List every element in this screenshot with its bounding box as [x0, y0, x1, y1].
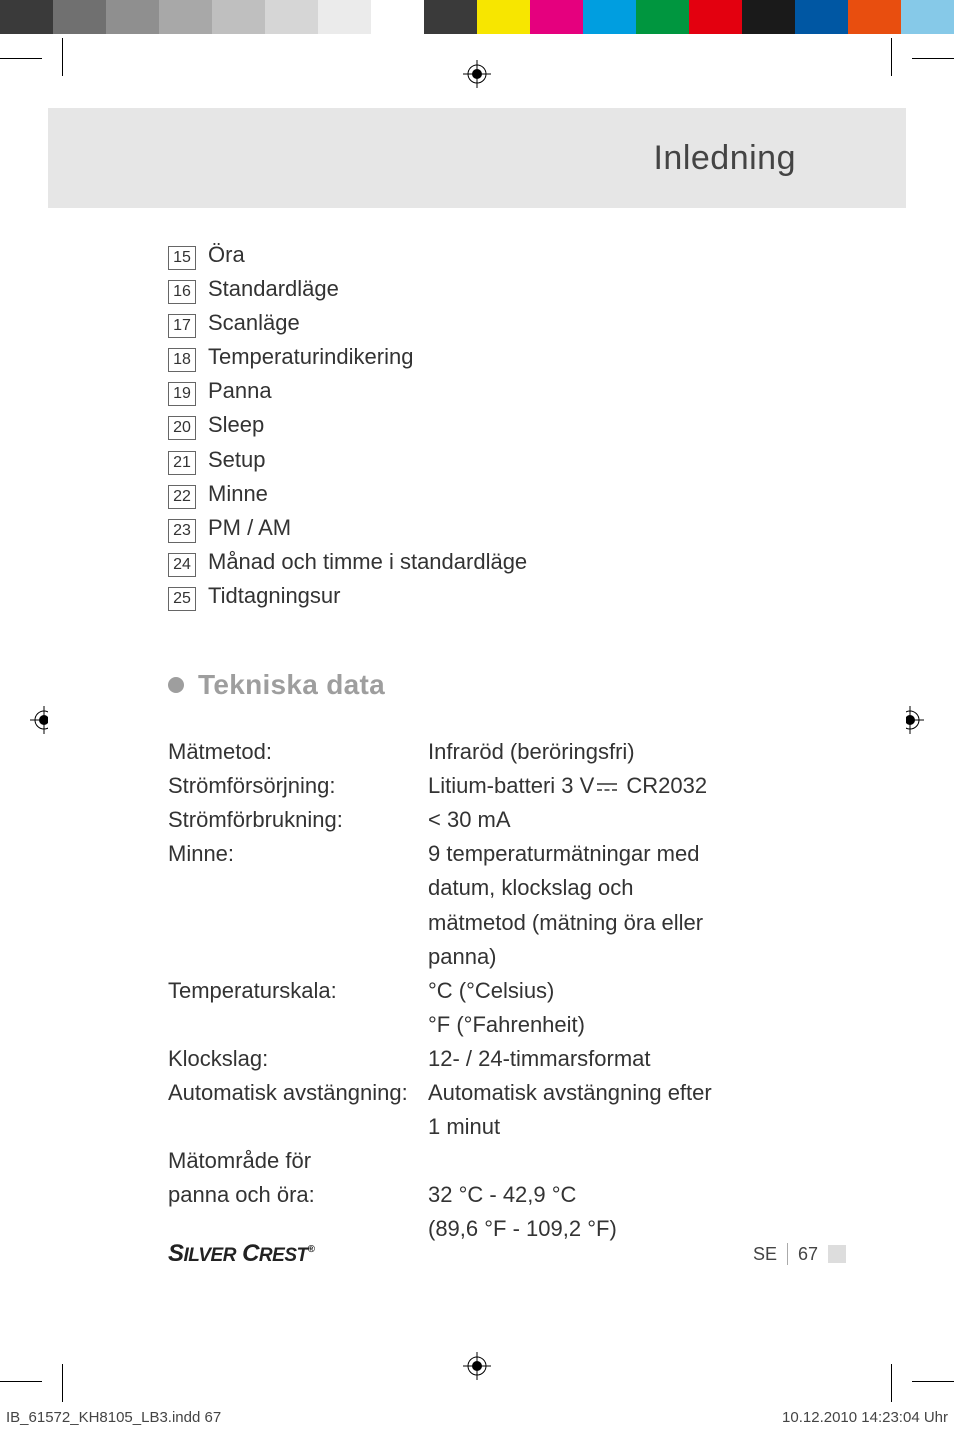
list-item-number: 25 [168, 587, 196, 611]
spec-row: Minne:9 temperaturmätningar med datum, k… [168, 837, 728, 973]
list-item: 24 Månad och timme i standardläge [168, 545, 728, 579]
spec-label: Strömförsörjning: [168, 769, 428, 803]
registration-mark-icon [463, 60, 491, 88]
section-heading: Tekniska data [168, 669, 728, 701]
spec-value: 12- / 24-timmarsformat [428, 1042, 728, 1076]
spec-table: Mätmetod:Infraröd (beröringsfri)Strömför… [168, 735, 728, 1246]
page-box-icon [828, 1245, 846, 1263]
crop-mark [891, 1364, 892, 1402]
list-item-number: 15 [168, 246, 196, 270]
list-item-number: 18 [168, 348, 196, 372]
spec-value: 9 temperaturmätningar med datum, klocksl… [428, 837, 728, 973]
spec-value: Automatisk avstängning efter 1 minut [428, 1076, 728, 1144]
spec-value: 32 °C - 42,9 °C(89,6 °F - 109,2 °F) [428, 1144, 728, 1246]
list-item-label: Setup [208, 443, 266, 477]
list-item: 19 Panna [168, 374, 728, 408]
list-item-label: Sleep [208, 408, 264, 442]
list-item: 15 Öra [168, 238, 728, 272]
spec-value: < 30 mA [428, 803, 728, 837]
page: Inledning 15Öra16Standardläge17Scanläge1… [48, 108, 906, 1308]
spec-value: Infraröd (beröringsfri) [428, 735, 728, 769]
crop-mark [0, 1381, 42, 1382]
list-item-label: Standardläge [208, 272, 339, 306]
list-item-label: PM / AM [208, 511, 291, 545]
page-footer: SILVER CREST® SE 67 [168, 1240, 846, 1268]
spec-label: Mätområde förpanna och öra: [168, 1144, 428, 1246]
file-name: IB_61572_KH8105_LB3.indd 67 [6, 1409, 221, 1426]
spec-row: Mätmetod:Infraröd (beröringsfri) [168, 735, 728, 769]
dc-symbol-icon [596, 781, 618, 793]
print-color-bar [0, 0, 954, 34]
list-item-label: Minne [208, 477, 268, 511]
spec-value: Litium-batteri 3 V CR2032 [428, 769, 728, 803]
brand-logo: SILVER CREST® [168, 1240, 314, 1268]
list-item: 16 Standardläge [168, 272, 728, 306]
numbered-list: 15 Öra 16 Standardläge 17 Scanläge 18 Temperatu… [168, 238, 728, 613]
list-item-number: 21 [168, 451, 196, 475]
header-band: Inledning [48, 108, 906, 208]
section-title: Tekniska data [198, 669, 385, 701]
crop-mark [62, 1364, 63, 1402]
crop-mark [891, 38, 892, 76]
spec-row: Strömförbrukning:< 30 mA [168, 803, 728, 837]
list-item: 23 PM / AM [168, 511, 728, 545]
crop-mark [912, 1381, 954, 1382]
spec-row: Mätområde förpanna och öra:32 °C - 42,9 … [168, 1144, 728, 1246]
list-item-number: 16 [168, 280, 196, 304]
list-item-label: Temperaturindikering [208, 340, 413, 374]
page-number: SE 67 [753, 1243, 846, 1265]
list-item-number: 19 [168, 382, 196, 406]
list-item: 21 Setup [168, 443, 728, 477]
spec-label: Mätmetod: [168, 735, 428, 769]
divider [787, 1243, 788, 1265]
list-item: 25 Tidtagningsur [168, 579, 728, 613]
list-item-label: Månad och timme i standardläge [208, 545, 527, 579]
list-item-number: 23 [168, 519, 196, 543]
list-item-label: Scanläge [208, 306, 300, 340]
spec-row: Klockslag:12- / 24-timmarsformat [168, 1042, 728, 1076]
list-item-number: 22 [168, 485, 196, 509]
crop-mark [0, 58, 42, 59]
spec-label: Strömförbrukning: [168, 803, 428, 837]
lang-code: SE [753, 1244, 777, 1265]
registration-mark-icon [463, 1352, 491, 1380]
list-item: 20 Sleep [168, 408, 728, 442]
list-item-label: Tidtagningsur [208, 579, 340, 613]
list-item-label: Panna [208, 374, 272, 408]
content: 15 Öra 16 Standardläge 17 Scanläge 18 Temperatu… [48, 208, 728, 1246]
list-item: 18 Temperaturindikering [168, 340, 728, 374]
timestamp: 10.12.2010 14:23:04 Uhr [782, 1409, 948, 1426]
crop-mark [62, 38, 63, 76]
list-item-number: 20 [168, 416, 196, 440]
spec-row: Temperaturskala:°C (°Celsius)°F (°Fahren… [168, 974, 728, 1042]
list-item-number: 17 [168, 314, 196, 338]
spec-value: °C (°Celsius)°F (°Fahrenheit) [428, 974, 728, 1042]
spec-row: Automatisk avstängning:Automatisk avstän… [168, 1076, 728, 1144]
crop-mark [912, 58, 954, 59]
spec-label: Minne: [168, 837, 428, 973]
list-item: 17 Scanläge [168, 306, 728, 340]
page-no: 67 [798, 1244, 818, 1265]
spec-label: Temperaturskala: [168, 974, 428, 1042]
bullet-icon [168, 677, 184, 693]
spec-label: Klockslag: [168, 1042, 428, 1076]
page-title: Inledning [653, 139, 796, 178]
list-item-number: 24 [168, 553, 196, 577]
print-metadata: IB_61572_KH8105_LB3.indd 67 10.12.2010 1… [6, 1409, 948, 1426]
list-item-label: Öra [208, 238, 245, 272]
list-item: 22 Minne [168, 477, 728, 511]
spec-row: Strömförsörjning:Litium-batteri 3 V CR20… [168, 769, 728, 803]
spec-label: Automatisk avstängning: [168, 1076, 428, 1144]
